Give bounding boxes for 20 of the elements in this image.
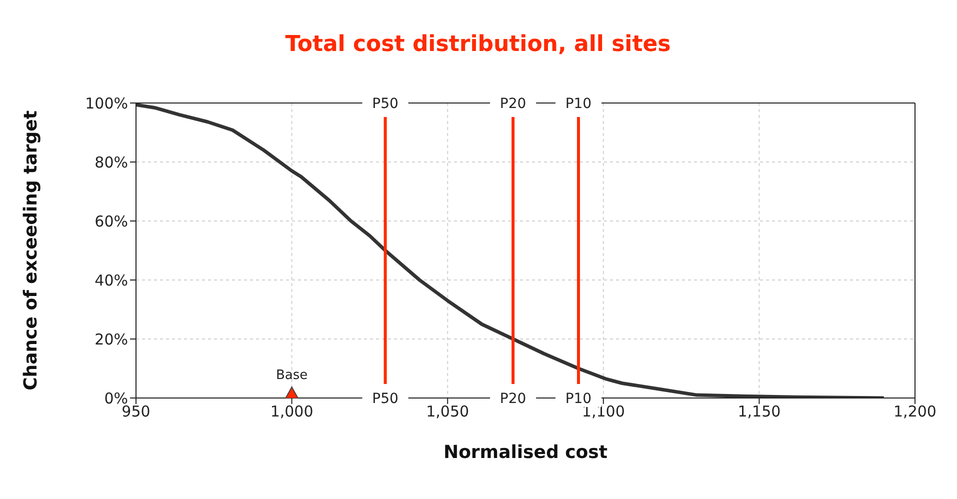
chart-title: Total cost distribution, all sites — [284, 31, 672, 59]
ref-line-label: P10 — [565, 96, 592, 112]
x-tick-label: 1,050 — [426, 402, 470, 421]
y-tick-label: 20% — [94, 330, 128, 348]
y-tick-label: 60% — [94, 212, 128, 230]
text: P10 — [565, 391, 592, 407]
x-tick-label: 1,000 — [270, 402, 314, 421]
x-tick-label: 1,200 — [894, 402, 936, 421]
x-tick-label: 1,150 — [738, 402, 781, 421]
y-tick-label: 100% — [85, 94, 128, 112]
text: P20 — [500, 391, 526, 407]
series-label: Base — [276, 368, 308, 383]
x-axis-title: Normalised cost — [444, 442, 608, 463]
ref-line-label: P50 — [372, 96, 398, 112]
text: P50 — [372, 391, 398, 407]
x-tick-label: 950 — [122, 402, 150, 421]
y-tick-label: 80% — [94, 153, 128, 172]
y-tick-label: 40% — [94, 271, 128, 290]
y-axis-title: Chance of exceeding target — [20, 110, 42, 390]
ref-line-label: P20 — [500, 96, 526, 112]
